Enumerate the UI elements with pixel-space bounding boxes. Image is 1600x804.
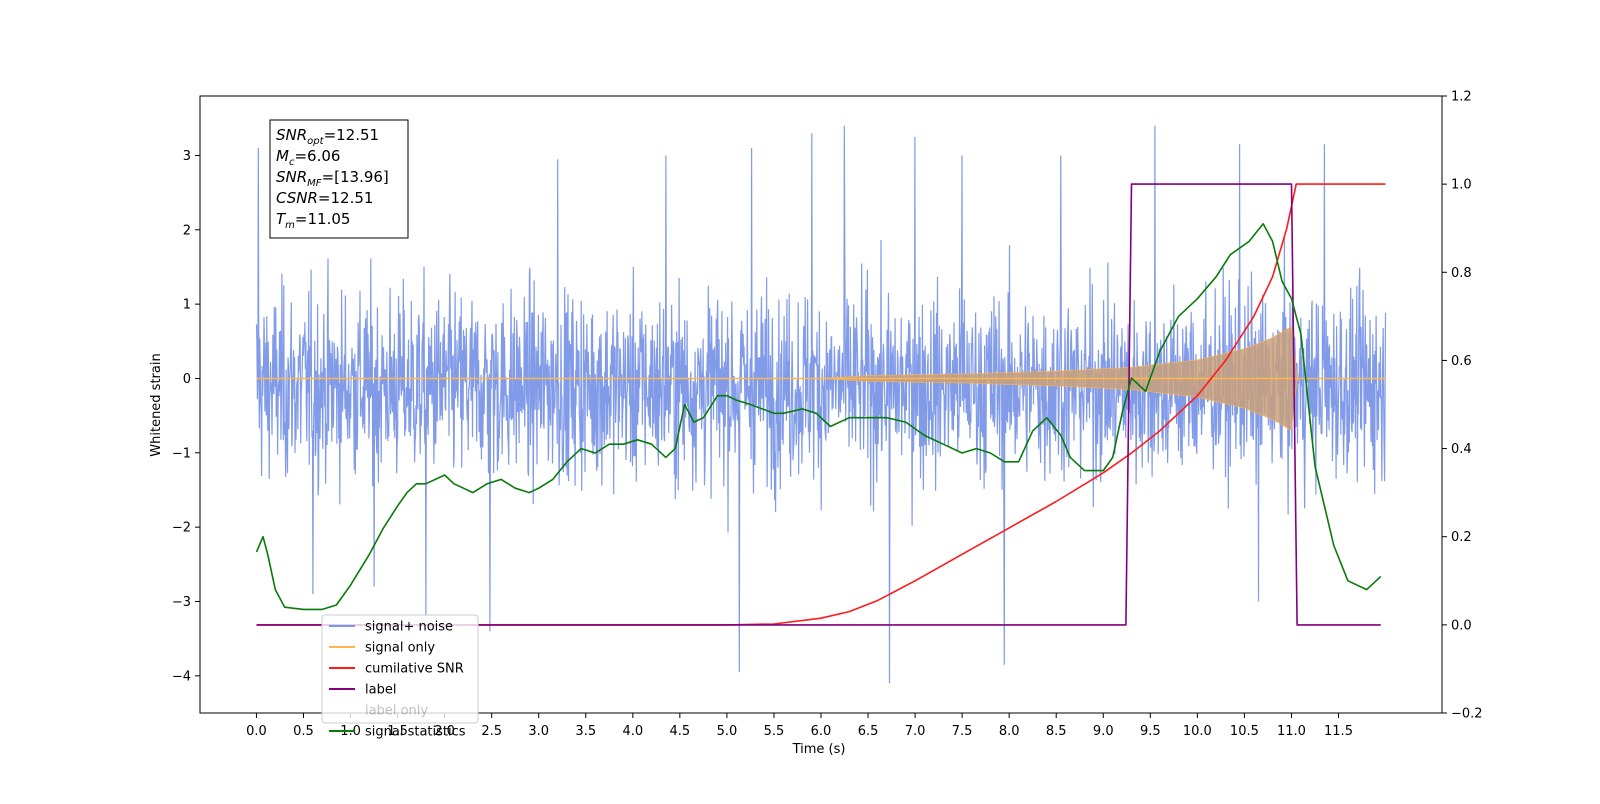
annotation-subscript: opt <box>307 136 324 147</box>
annotation-subscript: m <box>285 220 295 231</box>
x-tick-label: 0.5 <box>293 724 314 739</box>
y-tick-label: −3 <box>172 595 191 610</box>
series-label <box>256 183 1381 626</box>
y2-tick-label: 0.4 <box>1451 442 1472 457</box>
annotation-subscript: c <box>289 157 295 168</box>
x-tick-label: 4.5 <box>670 724 691 739</box>
x-tick-label: 1.5 <box>387 724 408 739</box>
x-tick-label: 10.5 <box>1230 724 1259 739</box>
y2-tick-label: −0.2 <box>1451 707 1483 722</box>
series-cumilative-snr <box>256 183 1386 626</box>
x-axis-label: Time (s) <box>792 742 846 757</box>
y2-tick-label: 0.0 <box>1451 618 1472 633</box>
legend-label: cumilative SNR <box>365 662 464 677</box>
y2-tick-label: 0.8 <box>1451 266 1472 281</box>
annotation-symbol: SNR <box>276 126 307 144</box>
legend-label: signal only <box>365 641 435 656</box>
x-tick-label: 2.0 <box>434 724 455 739</box>
x-tick-label: 2.5 <box>481 724 502 739</box>
x-tick-label: 3.0 <box>528 724 549 739</box>
x-tick-label: 8.0 <box>999 724 1020 739</box>
y-tick-label: 3 <box>183 149 191 164</box>
x-tick-label: 6.0 <box>811 724 832 739</box>
y-tick-label: 0 <box>183 372 191 387</box>
series-layer <box>255 125 1387 684</box>
annotation-line: CSNR=12.51 <box>276 189 373 207</box>
x-tick-label: 10.0 <box>1183 724 1212 739</box>
y-tick-label: −4 <box>172 669 191 684</box>
x-tick-label: 9.5 <box>1140 724 1161 739</box>
x-tick-label: 6.5 <box>858 724 879 739</box>
y2-tick-label: 0.6 <box>1451 354 1472 369</box>
annotation-line: SNRopt=12.51 <box>276 126 379 147</box>
x-axis: 0.0 0.5 1.0 1.5 2.0 2.5 3.0 3.5 4.0 4.5 5.0 5.5 6.0 6… <box>246 713 1353 739</box>
annotation-value: =[13.96] <box>322 168 389 186</box>
annotation-subscript: MF <box>307 178 322 189</box>
legend-item: label <box>329 683 396 698</box>
legend-item: signal+ noise <box>329 620 453 635</box>
x-tick-label: 9.0 <box>1093 724 1114 739</box>
y-tick-label: 2 <box>183 223 191 238</box>
y-tick-label: 1 <box>183 298 191 313</box>
x-tick-label: 0.0 <box>246 724 267 739</box>
legend-frame <box>321 614 479 724</box>
series-signal-statistics <box>255 223 1382 611</box>
x-tick-label: 7.0 <box>905 724 926 739</box>
y-axis-label: Whitened strain <box>149 353 164 456</box>
legend: signal+ noise signal only cumilative SNR la… <box>321 614 479 740</box>
legend-item: signal only <box>329 641 435 656</box>
annotation-value: =11.05 <box>295 210 351 228</box>
annotation-symbol: T <box>276 210 287 228</box>
x-tick-label: 11.0 <box>1277 724 1306 739</box>
x-tick-label: 8.5 <box>1046 724 1067 739</box>
legend-label: label <box>365 683 396 698</box>
x-tick-label: 11.5 <box>1324 724 1353 739</box>
annotation-symbol: M <box>276 147 289 165</box>
annotation-line: SNRMF=[13.96] <box>276 168 389 189</box>
annotation-box: SNRopt=12.51Mc=6.06SNRMF=[13.96]CSNR=12.… <box>269 119 409 239</box>
annotation-value: =12.51 <box>324 126 380 144</box>
annotation-value: =12.51 <box>318 189 374 207</box>
y2-tick-label: 1.0 <box>1451 178 1472 193</box>
y2-tick-label: 0.2 <box>1451 530 1472 545</box>
annotation-symbol: CSNR <box>276 189 318 207</box>
legend-label: signal statistics <box>365 725 466 740</box>
y-axis-left: −4 −3 −2 −1 0 1 2 3 <box>172 149 200 684</box>
x-tick-label: 5.5 <box>764 724 785 739</box>
legend-item: cumilative SNR <box>329 662 464 677</box>
legend-item: signal statistics <box>329 725 466 740</box>
y-axis-right: −0.2 0.0 0.2 0.4 0.6 0.8 1.0 1.2 <box>1442 90 1483 722</box>
y-tick-label: −2 <box>172 521 191 536</box>
annotation-symbol: SNR <box>276 168 307 186</box>
annotation-line: Mc=6.06 <box>276 147 340 168</box>
annotation-line: Tm=11.05 <box>276 210 350 231</box>
legend-label: label only <box>365 704 428 719</box>
x-tick-label: 3.5 <box>575 724 596 739</box>
x-tick-label: 4.0 <box>622 724 643 739</box>
y2-tick-label: 1.2 <box>1451 90 1472 105</box>
legend-label: signal+ noise <box>365 620 453 635</box>
x-tick-label: 7.5 <box>952 724 973 739</box>
annotation-value: =6.06 <box>294 147 340 165</box>
y-tick-label: −1 <box>172 446 191 461</box>
x-tick-label: 5.0 <box>717 724 738 739</box>
legend-item: label only <box>365 704 428 719</box>
